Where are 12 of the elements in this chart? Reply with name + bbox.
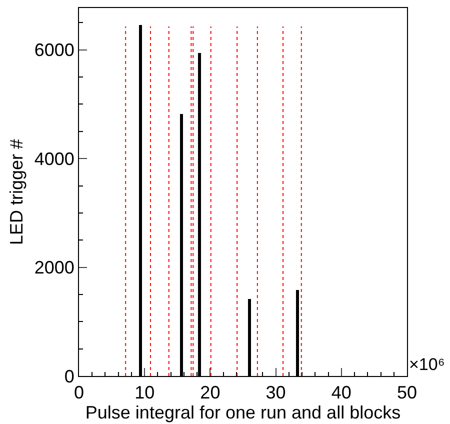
x-tick-label: 20 [200, 382, 220, 403]
y-tick-label: 0 [64, 366, 74, 386]
y-axis-title: LED trigger # [6, 138, 27, 246]
x-axis-title: Pulse integral for one run and all blocks [85, 402, 401, 423]
x-tick-label: 40 [331, 382, 352, 403]
y-tick-label: 2000 [34, 258, 74, 278]
x-tick-label: 30 [266, 382, 286, 403]
x-tick-label: 50 [396, 382, 418, 403]
x-tick-label: 10 [134, 382, 155, 403]
y-tick-label: 4000 [34, 148, 74, 169]
y-tick-label: 6000 [34, 40, 74, 60]
text: ×10⁶ [409, 355, 445, 374]
